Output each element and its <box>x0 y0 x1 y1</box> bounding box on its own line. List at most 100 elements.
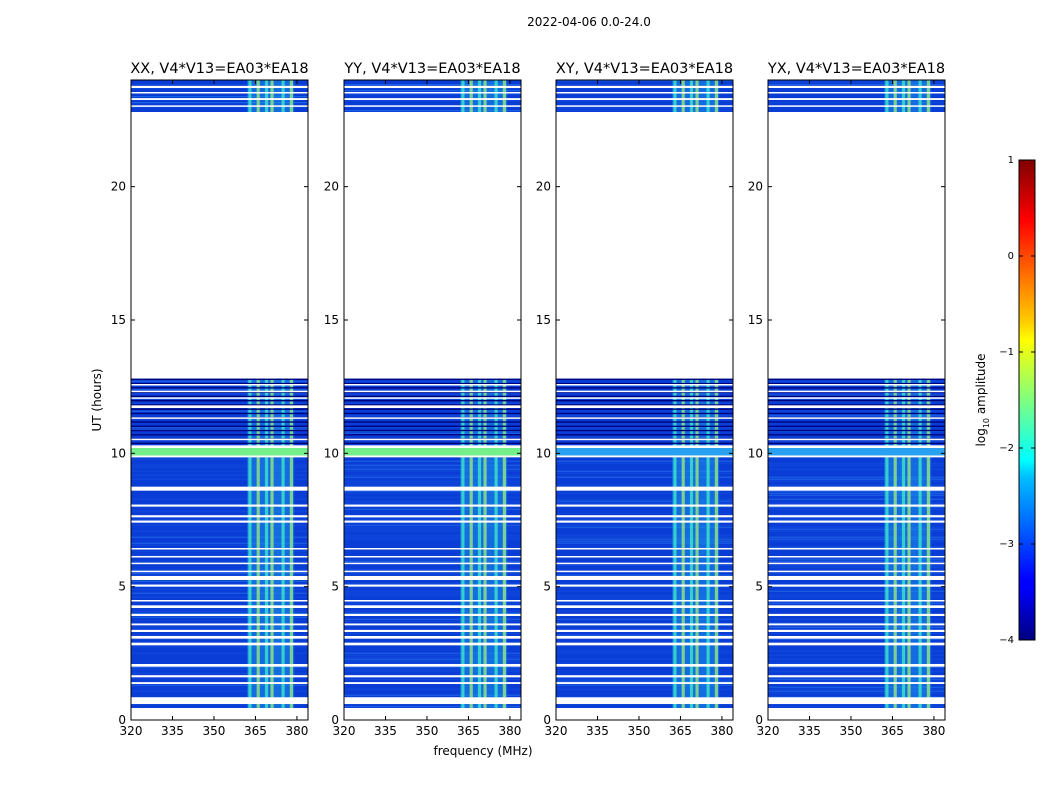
noise-row <box>131 418 308 420</box>
flagged-gap <box>344 92 521 94</box>
noise-row <box>768 686 945 688</box>
noise-row <box>131 588 308 590</box>
flagged-gap <box>768 455 945 458</box>
flagged-gap <box>131 682 308 684</box>
noise-row <box>768 538 945 540</box>
flagged-gap <box>556 584 733 587</box>
spectrogram-panel-4: 320 335 350 365 380 0 5 10 15 20 YX, V4*V13=EA03*E… <box>748 61 946 738</box>
y-tick-label: 10 <box>536 446 551 460</box>
flagged-gap <box>344 445 521 448</box>
flagged-gap <box>131 445 308 448</box>
flagged-row <box>556 387 733 389</box>
spectrogram-image <box>131 80 308 708</box>
colorbar-gradient <box>1018 159 1036 641</box>
flagged-gap <box>131 98 308 100</box>
rfi-line <box>469 80 473 112</box>
rfi-line <box>695 80 699 112</box>
noise-row <box>131 704 308 706</box>
noise-row <box>768 530 945 532</box>
flagged-gap <box>131 697 308 704</box>
flagged-gap <box>344 556 521 558</box>
rfi-line <box>885 80 889 112</box>
flagged-row <box>344 395 521 398</box>
noise-row <box>556 502 733 504</box>
rfi-line <box>893 704 897 708</box>
rfi-line <box>477 80 482 112</box>
flagged-row <box>344 387 521 389</box>
noise-row <box>768 102 945 104</box>
flagged-row <box>768 387 945 389</box>
noise-row <box>131 536 308 538</box>
noise-row <box>556 538 733 540</box>
flagged-gap <box>768 504 945 507</box>
flagged-gap <box>556 548 733 550</box>
axes-frame <box>343 79 522 721</box>
noise-row <box>556 546 733 548</box>
noise-row <box>556 534 733 536</box>
flagged-row <box>344 400 521 402</box>
noise-row <box>131 626 308 628</box>
noise-row <box>556 634 733 636</box>
x-tick-label: 320 <box>333 724 356 738</box>
noise-row <box>344 670 521 672</box>
rfi-line <box>706 378 710 698</box>
flagged-gap <box>131 623 308 626</box>
x-tick-label: 365 <box>881 724 904 738</box>
x-tick-label: 365 <box>457 724 480 738</box>
flagged-gap <box>344 562 521 565</box>
y-tick-label: 10 <box>111 446 126 460</box>
noise-row <box>556 108 733 110</box>
data-segment <box>556 704 733 708</box>
noise-row <box>131 428 308 430</box>
flagged-gap <box>556 556 733 558</box>
noise-row <box>768 536 945 538</box>
flagged-gap <box>131 405 308 408</box>
y-tick-label: 10 <box>324 446 339 460</box>
flagged-gap <box>556 600 733 602</box>
rfi-line <box>469 378 473 698</box>
flagged-gap <box>768 605 945 608</box>
flagged-gap <box>344 682 521 684</box>
flagged-row <box>768 434 945 436</box>
rfi-line <box>689 378 694 698</box>
y-tick-label: 15 <box>324 313 339 327</box>
rfi-line <box>681 80 685 112</box>
x-tick-label: 365 <box>669 724 692 738</box>
y-tick-label: 5 <box>331 580 339 594</box>
noise-row <box>768 494 945 496</box>
flagged-gap <box>768 92 945 94</box>
noise-row <box>131 544 308 546</box>
flagged-gap <box>768 520 945 523</box>
noise-row <box>131 464 308 466</box>
flagged-gap <box>556 675 733 678</box>
flagged-gap <box>131 548 308 550</box>
flagged-row <box>131 395 308 398</box>
flagged-gap <box>131 397 308 399</box>
x-tick-label: 335 <box>586 724 609 738</box>
flagged-gap <box>131 504 308 507</box>
noise-row <box>131 510 308 512</box>
noise-row <box>768 84 945 86</box>
rfi-line <box>885 704 889 708</box>
flagged-gap <box>768 98 945 100</box>
y-tick-label: 0 <box>543 713 551 727</box>
flagged-row <box>768 408 945 410</box>
noise-row <box>344 632 521 634</box>
rfi-line <box>264 704 269 708</box>
flagged-gap <box>768 486 945 491</box>
flagged-gap <box>556 455 733 458</box>
noise-row <box>768 690 945 692</box>
flagged-gap <box>768 675 945 678</box>
noise-row <box>768 566 945 568</box>
flagged-gap <box>556 417 733 419</box>
rfi-line <box>885 378 889 698</box>
rfi-line <box>907 704 911 708</box>
y-tick-label: 5 <box>118 580 126 594</box>
flagged-gap <box>131 636 308 639</box>
flagged-row <box>768 425 945 427</box>
rfi-line <box>483 80 487 112</box>
noise-row <box>131 550 308 552</box>
noise-row <box>556 414 733 416</box>
rfi-line <box>673 704 677 708</box>
flagged-gap <box>556 613 733 616</box>
